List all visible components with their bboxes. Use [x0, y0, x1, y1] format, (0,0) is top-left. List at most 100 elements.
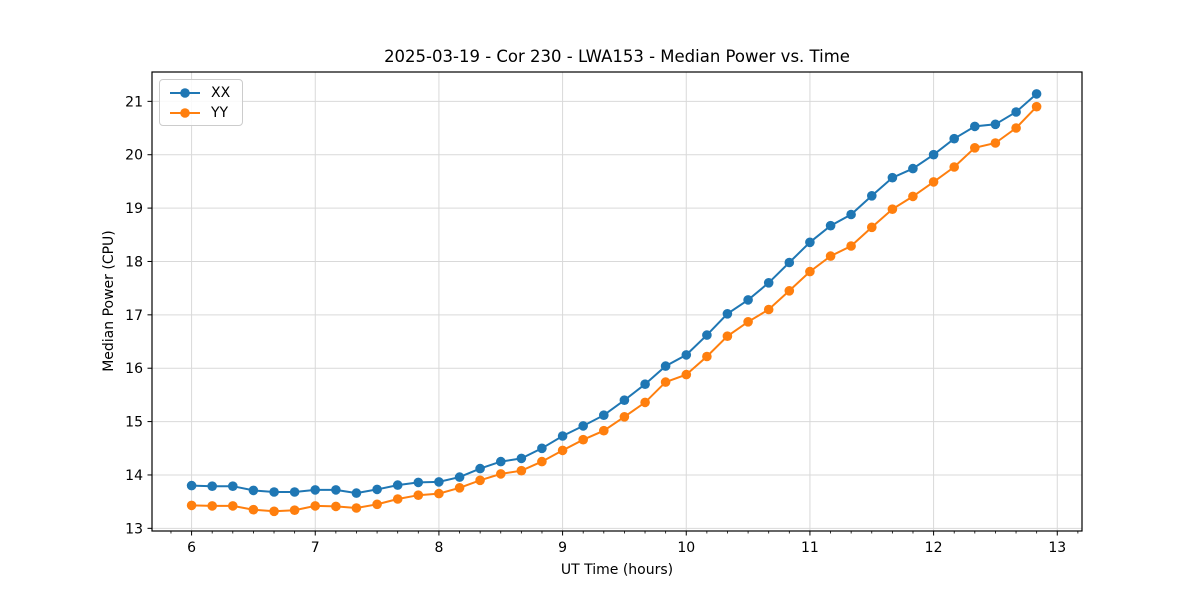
data-point-xx — [372, 484, 382, 495]
data-point-xx — [434, 477, 444, 487]
axes-spines — [151, 71, 1083, 532]
data-point-xx — [970, 121, 980, 132]
data-point-xx — [722, 309, 733, 319]
data-point-xx — [392, 480, 403, 490]
data-point-xx — [413, 477, 424, 488]
data-point-xx — [289, 487, 300, 497]
data-point-xx — [846, 209, 856, 220]
data-point-xx — [557, 431, 568, 441]
data-point-xx — [537, 443, 547, 454]
data-point-xx — [310, 485, 321, 495]
data-point-yy — [867, 222, 877, 233]
legend-item-yy: YY — [167, 103, 230, 122]
data-point-yy — [1031, 101, 1042, 112]
data-point-xx — [496, 456, 506, 467]
data-point-yy — [743, 317, 753, 327]
x-tick-label-12: 12 — [925, 540, 943, 556]
data-point-xx — [660, 361, 671, 371]
data-point-xx — [475, 463, 485, 474]
data-point-yy — [269, 506, 279, 517]
data-point-yy — [392, 494, 403, 504]
y-tick-label-21: 21 — [125, 94, 143, 110]
x-tick-label-7: 7 — [311, 540, 320, 556]
data-point-yy — [310, 501, 321, 511]
data-point-yy — [413, 490, 424, 501]
data-point-yy — [970, 143, 980, 153]
data-point-xx — [1011, 107, 1021, 117]
data-point-yy — [928, 177, 939, 187]
data-point-yy — [372, 499, 382, 510]
data-point-xx — [640, 379, 650, 390]
series-line-xx — [191, 93, 1038, 495]
data-point-yy — [784, 286, 795, 296]
data-point-yy — [702, 351, 712, 362]
legend-label-xx: XX — [211, 84, 231, 101]
data-point-yy — [454, 483, 465, 493]
data-point-xx — [702, 330, 712, 340]
data-point-xx — [619, 395, 630, 406]
data-point-xx — [825, 220, 836, 231]
data-point-xx — [248, 485, 259, 496]
data-point-xx — [805, 237, 815, 248]
y-axis-label: Median Power (CPU) — [101, 230, 117, 372]
chart-title: 2025-03-19 - Cor 230 - LWA153 - Median P… — [384, 47, 850, 66]
data-point-yy — [949, 162, 959, 172]
y-tick-label-13: 13 — [125, 521, 143, 537]
data-point-yy — [496, 469, 506, 479]
data-point-xx — [351, 488, 362, 498]
legend-sample-marker — [180, 87, 190, 98]
series-xx — [186, 89, 1042, 498]
x-axis-label: UT Time (hours) — [560, 562, 674, 578]
x-tick-label-8: 8 — [434, 540, 443, 556]
x-tick-label-13: 13 — [1048, 540, 1066, 556]
data-point-xx — [928, 149, 939, 160]
data-point-yy — [557, 445, 568, 456]
data-point-xx — [681, 350, 692, 360]
y-tick-label-17: 17 — [125, 308, 143, 324]
x-tick-label-9: 9 — [558, 540, 567, 556]
data-point-xx — [867, 191, 877, 201]
y-tick-label-15: 15 — [125, 415, 143, 431]
data-point-xx — [516, 453, 527, 464]
data-point-xx — [908, 163, 918, 174]
data-point-xx — [887, 172, 898, 183]
y-tick-label-19: 19 — [125, 201, 143, 217]
legend-sample-marker — [180, 107, 190, 118]
data-point-xx — [331, 485, 341, 495]
data-point-xx — [784, 257, 795, 268]
data-point-yy — [763, 304, 774, 315]
data-point-yy — [228, 501, 238, 511]
y-tick-label-16: 16 — [125, 361, 143, 377]
data-point-yy — [331, 501, 341, 512]
x-tick-label-10: 10 — [677, 540, 695, 556]
y-tick-label-18: 18 — [125, 254, 143, 270]
data-point-yy — [516, 465, 527, 476]
data-point-yy — [1011, 123, 1021, 133]
data-point-yy — [289, 505, 300, 515]
data-point-yy — [207, 501, 217, 511]
series-yy — [186, 101, 1042, 517]
data-point-xx — [454, 472, 465, 482]
data-point-yy — [351, 503, 362, 513]
legend-sample-line-yy — [170, 107, 200, 118]
data-point-yy — [722, 331, 733, 342]
data-point-yy — [846, 241, 856, 251]
data-point-yy — [619, 412, 630, 422]
data-point-yy — [434, 488, 444, 499]
legend: XX YY — [159, 79, 244, 126]
data-point-xx — [207, 481, 217, 492]
data-point-yy — [599, 425, 609, 436]
x-tick-label-6: 6 — [187, 540, 196, 556]
data-point-yy — [248, 504, 259, 515]
data-point-yy — [660, 377, 671, 387]
legend-label-yy: YY — [211, 104, 229, 121]
data-point-yy — [825, 251, 836, 261]
y-tick-label-14: 14 — [125, 468, 143, 484]
data-point-yy — [990, 138, 1001, 148]
data-point-yy — [578, 434, 588, 445]
data-point-yy — [681, 369, 692, 380]
y-tick-label-20: 20 — [125, 148, 143, 164]
data-point-xx — [743, 295, 753, 305]
